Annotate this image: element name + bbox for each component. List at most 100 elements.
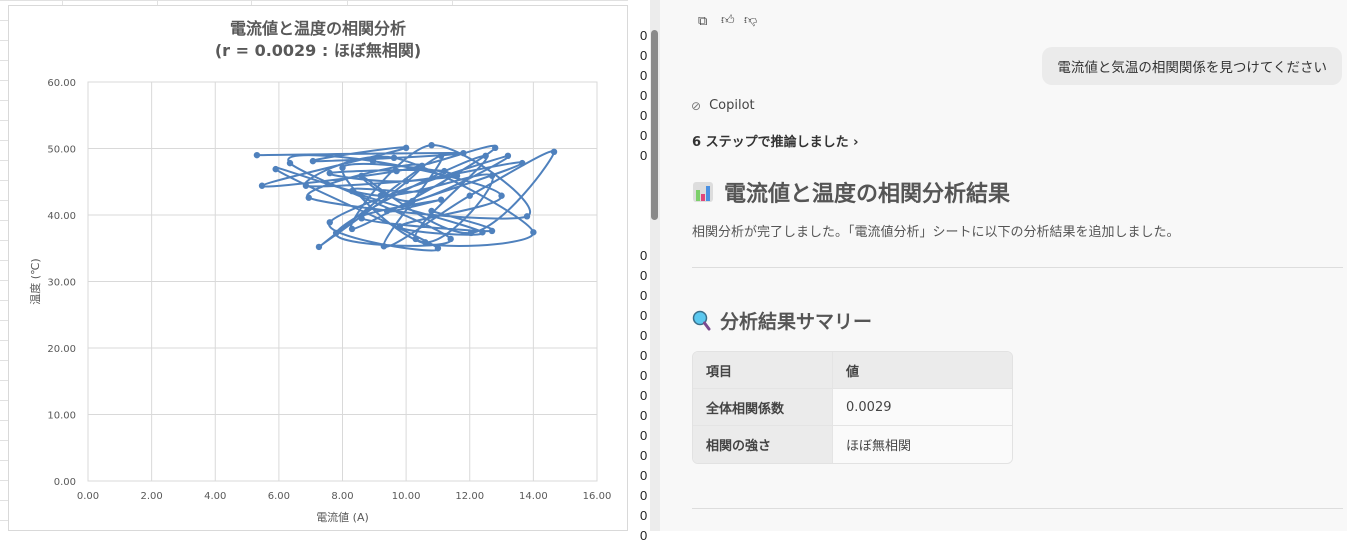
data-point [377,192,384,199]
cell-value[interactable]: 0 [640,528,648,543]
cell-value[interactable]: 0 [640,348,648,363]
cell-value[interactable]: 0 [640,108,648,123]
data-point [550,148,558,156]
cell-value[interactable]: 0 [640,248,648,263]
x-tick-label: 16.00 [583,491,612,502]
copy-icon[interactable]: ⧉ [698,14,708,29]
data-point [422,239,429,246]
cell-value[interactable]: 0 [640,308,648,323]
copilot-logo-icon: ⊘ [691,98,702,113]
cell-value[interactable]: 0 [640,428,648,443]
thumbs-up-icon[interactable]: 👍︎ [721,13,735,28]
data-point [272,165,279,173]
data-point [402,144,410,152]
cell-value[interactable]: 0 [640,448,648,463]
data-point [488,227,496,235]
plot-area: 0.00 2.00 4.00 6.00 8.00 10.00 12.00 14.00 16.00… [28,78,612,524]
cell-value[interactable]: 0 [640,288,648,303]
cell-value[interactable]: 0 [640,28,648,43]
y-tick-label: 50.00 [47,145,76,156]
data-point [286,159,294,167]
row-label: 相関の強さ [693,426,832,463]
y-tick-label: 60.00 [47,78,76,89]
data-point [396,223,403,230]
data-point [492,144,499,152]
y-tick-label: 40.00 [47,211,76,222]
reasoning-steps-toggle[interactable]: 6 ステップで推論しました › [692,131,858,150]
data-point [434,245,442,252]
summary-heading: 分析結果サマリー [692,307,872,334]
data-point [358,172,365,179]
scatter-chart[interactable]: 電流値と温度の相関分析 (r = 0.0029 : ほぼ無相関) 0.00 2.0… [8,5,628,531]
cell-value[interactable]: 0 [640,88,648,103]
data-point [412,235,419,243]
cell-value[interactable]: 0 [640,368,648,383]
table-row: 相関の強さ ほぼ無相関 [693,426,1012,463]
data-point [519,159,526,167]
cell-value[interactable]: 0 [640,328,648,343]
data-point [482,152,489,160]
thumbs-down-icon[interactable]: 👎︎ [744,13,758,28]
y-tick-label: 10.00 [47,411,76,422]
steps-label: 6 ステップで推論しました [692,135,849,150]
data-point [437,196,445,203]
data-point [467,229,475,237]
row-label: 全体相関係数 [693,389,832,426]
x-tick-label: 12.00 [455,491,484,502]
header-value: 値 [832,352,1012,389]
data-point [530,229,537,236]
data-point [369,157,377,165]
data-point [479,229,486,236]
y-tick-label: 30.00 [47,278,76,289]
x-tick-label: 6.00 [268,491,290,502]
cell-value[interactable]: 0 [640,388,648,403]
data-point [437,152,445,160]
divider [692,508,1343,509]
data-point [309,157,317,165]
data-point [504,152,512,160]
data-point [428,141,435,149]
summary-heading-text: 分析結果サマリー [720,311,873,333]
data-point [305,194,312,201]
data-point [393,167,400,175]
cell-value[interactable]: 0 [640,48,648,63]
cell-value[interactable]: 0 [640,268,648,283]
y-tick-label: 20.00 [47,344,76,355]
cell-value[interactable]: 0 [640,148,648,163]
assistant-label: ⊘ Copilot [691,98,755,113]
user-message: 電流値と気温の相関関係を見つけてください [1042,47,1342,85]
data-point [498,192,505,199]
summary-table: 項目値 全体相関係数 0.0029 相関の強さ ほぼ無相関 [692,351,1013,464]
x-tick-label: 14.00 [519,491,548,502]
data-point [332,229,340,237]
data-point [441,167,448,175]
x-tick-label: 8.00 [331,491,353,502]
header-item: 項目 [693,352,832,389]
cell-value[interactable]: 0 [640,408,648,423]
y-tick-label: 0.00 [54,477,76,488]
cell-value[interactable]: 0 [640,488,648,503]
data-point [348,225,356,233]
table-header-row: 項目値 [693,352,1012,389]
data-point [418,162,426,169]
table-row: 全体相関係数 0.0029 [693,389,1012,426]
spreadsheet-grid[interactable]: 電流値と温度の相関分析 (r = 0.0029 : ほぼ無相関) 0.00 2.0… [0,0,650,543]
vertical-scrollbar[interactable] [650,0,660,531]
cell-value[interactable]: 0 [640,128,648,143]
cell-value[interactable]: 0 [640,508,648,523]
x-axis-label: 電流値 (A) [316,510,369,524]
cell-column: 0 0 0 0 0 0 0 0 0 0 0 0 0 0 0 0 0 0 0 0 0 0 [628,0,650,543]
chart-subtitle: (r = 0.0029 : ほぼ無相関) [214,41,422,60]
cell-value[interactable]: 0 [640,468,648,483]
magnifier-icon [692,310,711,330]
cell-value[interactable]: 0 [640,68,648,83]
data-point [418,187,426,195]
scrollbar-thumb[interactable] [651,30,658,220]
data-point [402,177,410,185]
heading-text: 電流値と温度の相関分析結果 [724,182,1011,207]
result-description: 相関分析が完了しました。「電流値分析」シートに以下の分析結果を追加しました。 [692,225,1180,240]
data-point [358,215,365,222]
data-point [428,207,435,215]
data-point [253,151,261,159]
data-point [453,172,461,179]
